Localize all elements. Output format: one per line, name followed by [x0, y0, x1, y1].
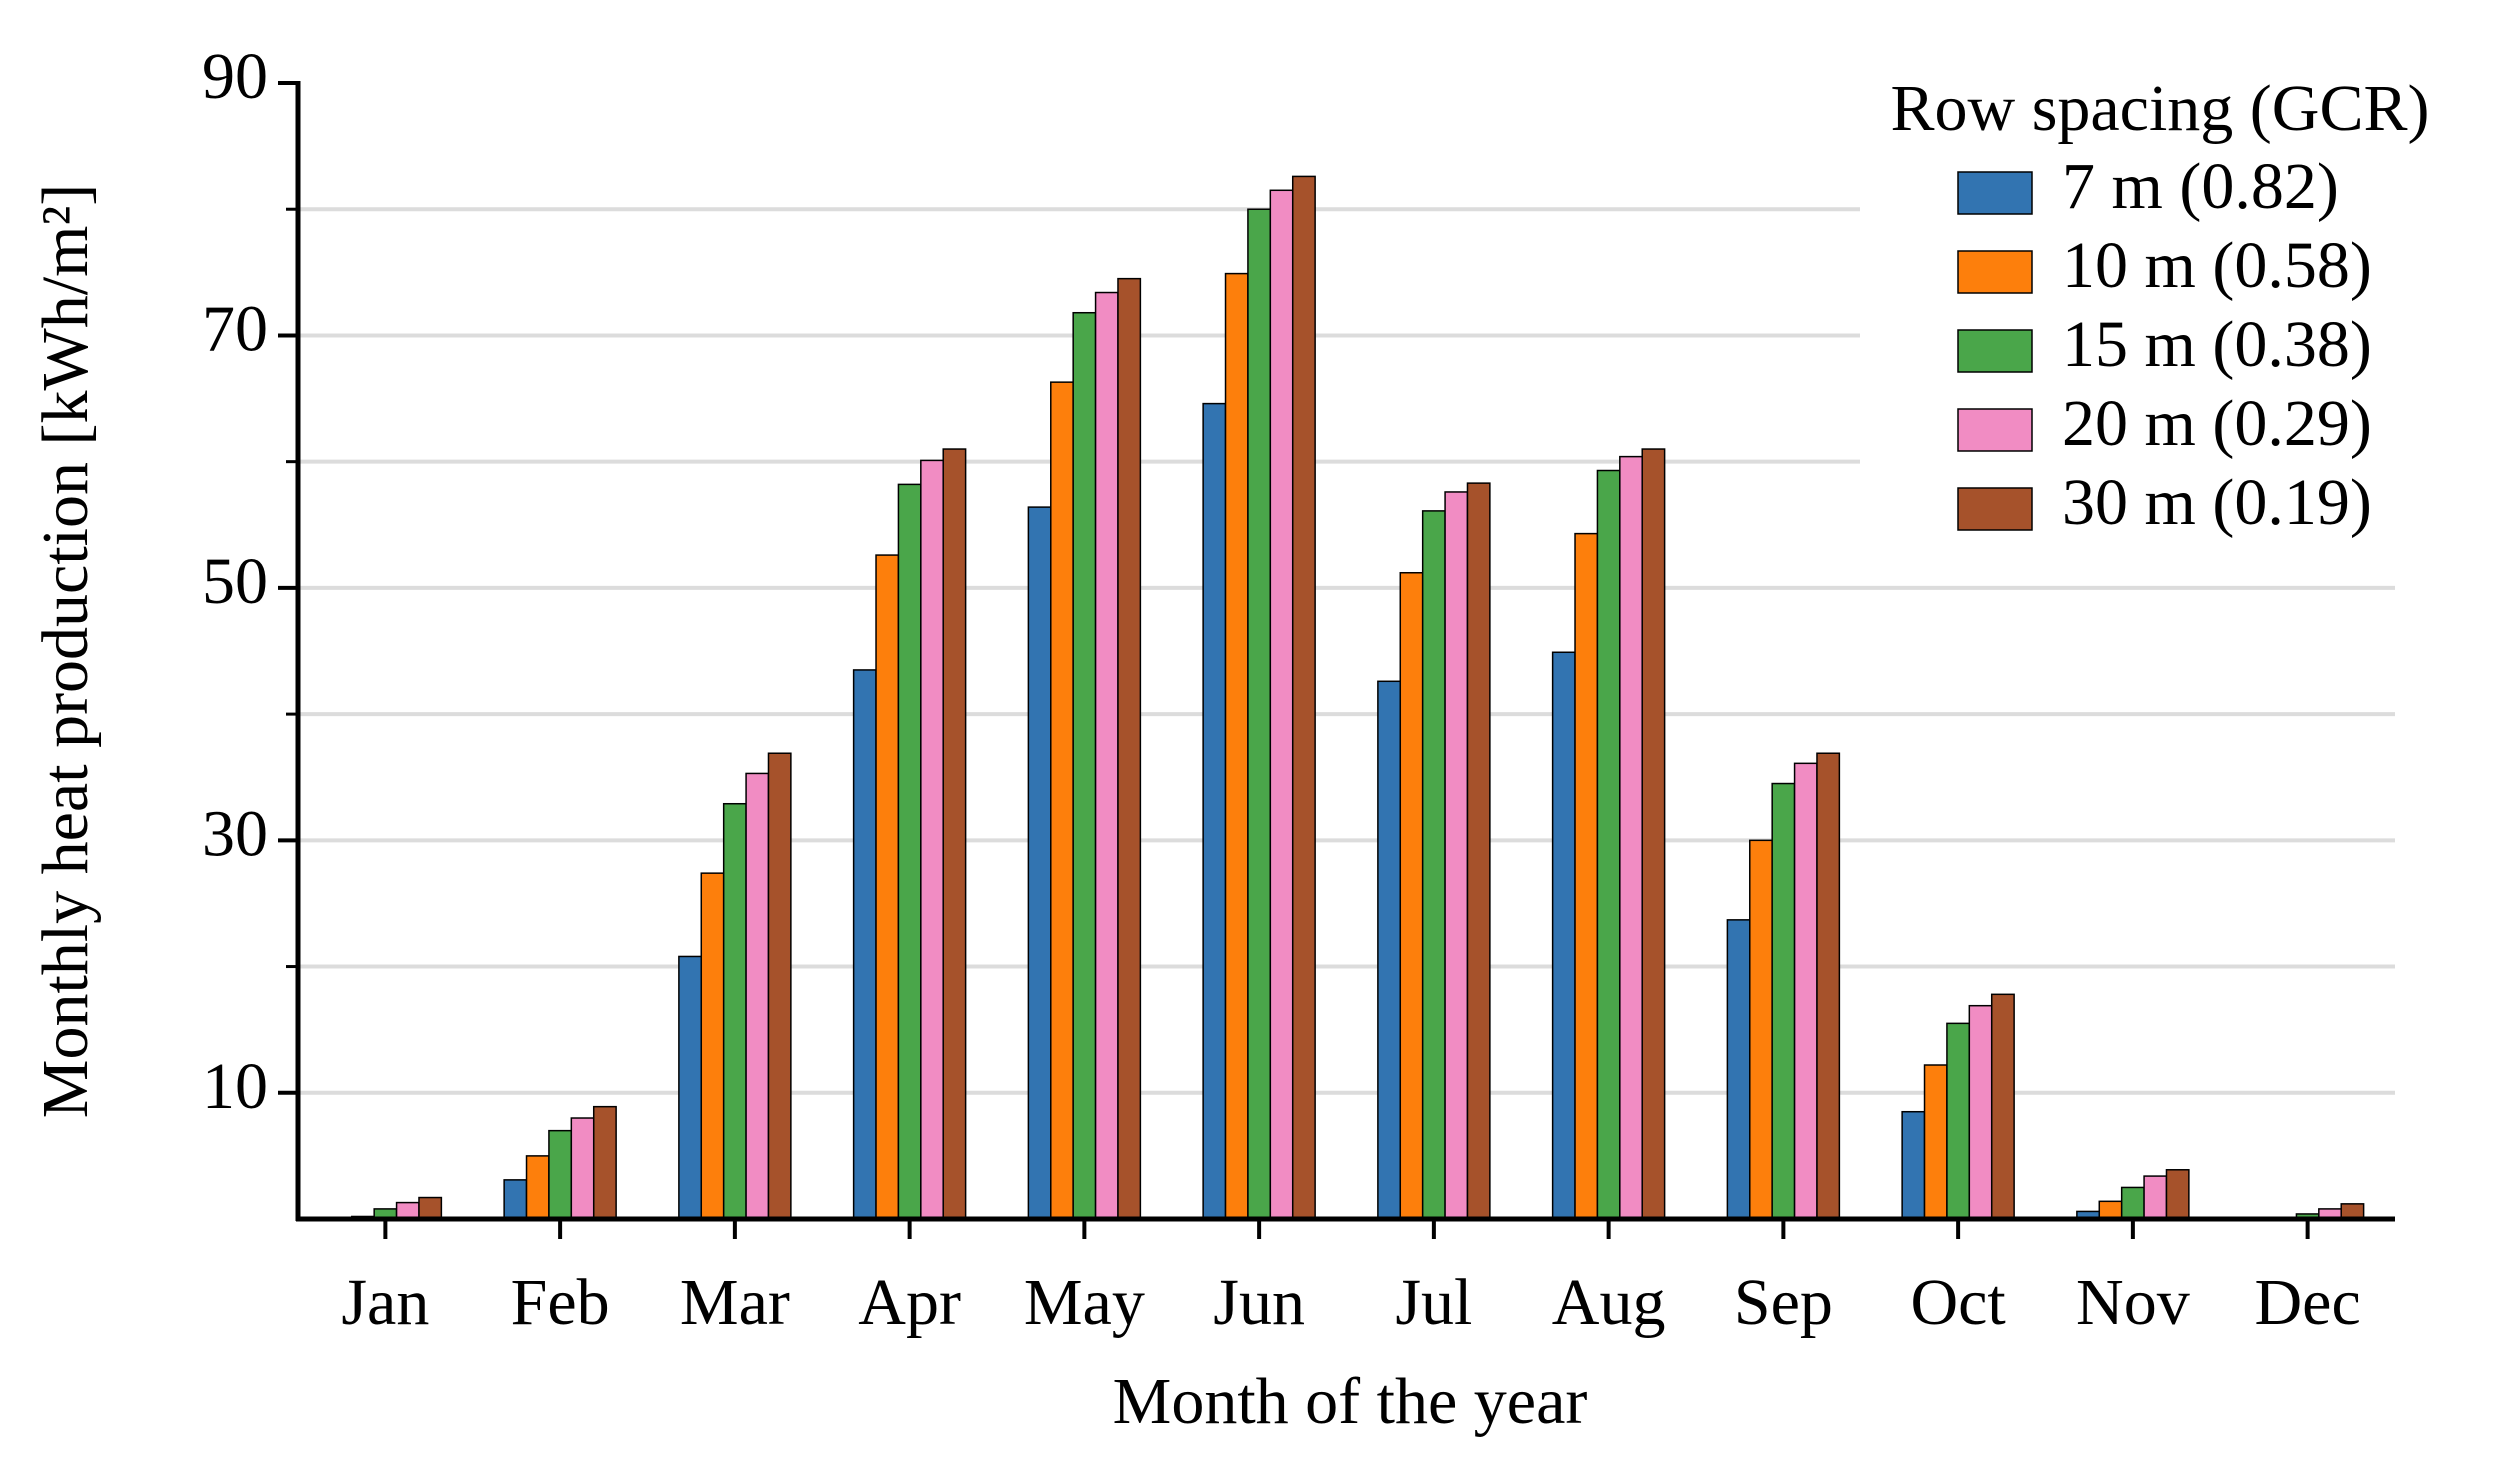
- bar: [1050, 381, 1074, 1220]
- bar: [1816, 752, 1841, 1220]
- x-tick-label: Feb: [511, 1266, 610, 1339]
- x-tick-label: Mar: [680, 1266, 790, 1339]
- legend-swatch: [1957, 250, 2033, 294]
- legend-title: Row spacing (GCR): [1891, 72, 2430, 145]
- x-tick-label: Nov: [2076, 1266, 2190, 1339]
- bar: [1771, 782, 1796, 1220]
- bar: [1421, 510, 1446, 1220]
- bar: [1224, 272, 1249, 1220]
- bar: [1574, 532, 1599, 1220]
- y-tick-label: 90: [202, 40, 268, 113]
- bar: [1027, 506, 1052, 1220]
- y-tick-label: 10: [202, 1050, 268, 1123]
- y-tick-label: 50: [202, 545, 268, 618]
- x-tick-label: May: [1024, 1266, 1145, 1339]
- bar: [2143, 1175, 2168, 1220]
- legend-box: [1860, 70, 2490, 550]
- bar: [1444, 491, 1469, 1220]
- bar: [1269, 189, 1294, 1220]
- legend-label: 7 m (0.82): [2062, 150, 2339, 223]
- legend-label: 15 m (0.38): [2062, 308, 2372, 381]
- bar: [1619, 455, 1643, 1220]
- x-tick-label: Jan: [341, 1266, 429, 1339]
- bar: [1726, 919, 1751, 1220]
- bar: [1247, 208, 1272, 1220]
- bar: [2098, 1200, 2123, 1220]
- bar: [1901, 1110, 1926, 1220]
- bar: [920, 459, 944, 1220]
- bar: [1596, 469, 1621, 1220]
- bar: [1291, 175, 1316, 1220]
- bar: [503, 1179, 528, 1220]
- bar: [1968, 1004, 1993, 1220]
- legend-label: 30 m (0.19): [2062, 466, 2372, 539]
- bar: [942, 448, 967, 1220]
- x-tick-label: Jul: [1395, 1266, 1472, 1339]
- bar: [745, 772, 770, 1220]
- bar: [570, 1117, 595, 1220]
- legend-label: 20 m (0.29): [2062, 387, 2372, 460]
- bar: [1923, 1064, 1948, 1220]
- legend-swatch: [1957, 329, 2033, 373]
- bar: [1377, 680, 1402, 1220]
- bar: [767, 752, 792, 1220]
- bar: [1202, 402, 1227, 1220]
- bar: [418, 1196, 443, 1220]
- bar: [678, 955, 703, 1220]
- legend-swatch: [1957, 408, 2033, 452]
- bar: [2165, 1169, 2190, 1220]
- x-axis-label: Month of the year: [1113, 1365, 1588, 1438]
- bar: [897, 483, 922, 1220]
- bar: [592, 1105, 617, 1220]
- bar: [875, 554, 900, 1220]
- y-tick-label: 30: [202, 797, 268, 870]
- bar: [2120, 1186, 2145, 1220]
- bar: [1466, 482, 1491, 1220]
- legend-swatch: [1957, 487, 2033, 531]
- legend-label: 10 m (0.58): [2062, 229, 2372, 302]
- y-tick-label: 70: [202, 293, 268, 366]
- bar: [1641, 448, 1666, 1220]
- bar: [1551, 651, 1576, 1220]
- legend-swatch: [1957, 171, 2033, 215]
- x-tick-label: Aug: [1552, 1266, 1666, 1339]
- bar: [1117, 277, 1142, 1220]
- bar: [722, 802, 747, 1220]
- bar: [525, 1155, 550, 1220]
- bar: [1990, 993, 2015, 1220]
- bar: [1946, 1022, 1971, 1220]
- x-tick-label: Jun: [1213, 1266, 1305, 1339]
- bar: [1072, 311, 1097, 1220]
- x-tick-label: Oct: [1910, 1266, 2005, 1339]
- bar: [1399, 571, 1424, 1220]
- x-tick-label: Sep: [1734, 1266, 1833, 1339]
- bar: [1749, 839, 1773, 1220]
- bar: [852, 669, 877, 1220]
- bar: [1094, 291, 1119, 1220]
- x-tick-label: Apr: [858, 1266, 961, 1339]
- bar: [1793, 762, 1818, 1220]
- bar: [700, 872, 725, 1220]
- y-axis-label: Monthly heat production [kWh/m²]: [29, 184, 102, 1118]
- x-tick-label: Dec: [2254, 1266, 2360, 1339]
- bar: [548, 1129, 573, 1220]
